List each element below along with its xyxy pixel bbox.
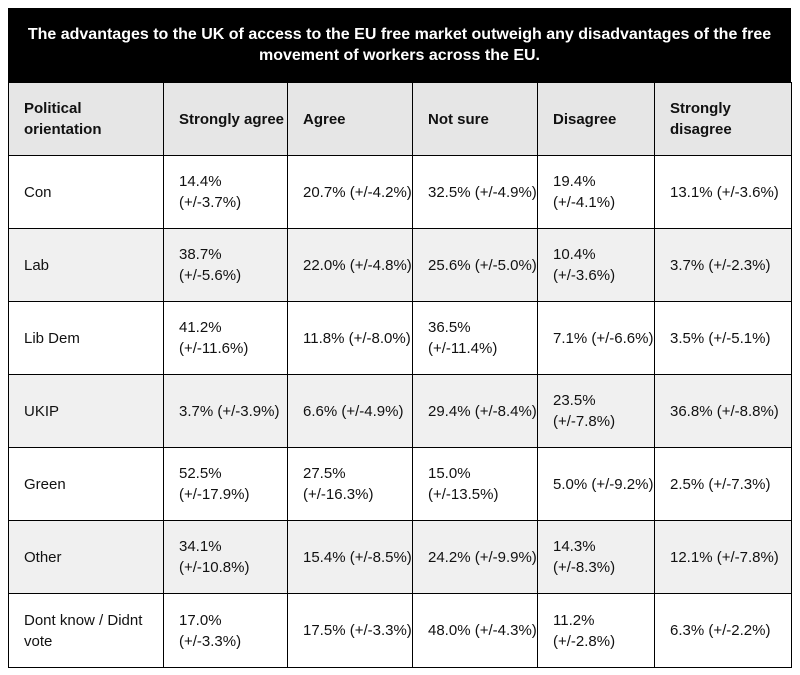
col-header-political-orientation: Political orientation — [8, 82, 164, 156]
table-cell: 36.5% (+/-11.4%) — [412, 301, 538, 375]
table-cell: 23.5% (+/-7.8%) — [537, 374, 655, 448]
table-cell: 7.1% (+/-6.6%) — [537, 301, 655, 375]
table-cell: 14.3% (+/-8.3%) — [537, 520, 655, 594]
table-cell: 5.0% (+/-9.2%) — [537, 447, 655, 521]
table-cell: 17.5% (+/-3.3%) — [287, 593, 413, 668]
table-row: Other 34.1% (+/-10.8%) 15.4% (+/-8.5%) 2… — [8, 520, 792, 594]
col-header-agree: Agree — [287, 82, 413, 156]
table-row: Dont know / Didnt vote 17.0% (+/-3.3%) 1… — [8, 593, 792, 668]
table-cell: 15.4% (+/-8.5%) — [287, 520, 413, 594]
table-cell: 36.8% (+/-8.8%) — [654, 374, 792, 448]
table-cell: 15.0% (+/-13.5%) — [412, 447, 538, 521]
table-cell: 14.4% (+/-3.7%) — [163, 155, 288, 229]
table-cell: 3.7% (+/-3.9%) — [163, 374, 288, 448]
table-cell: 27.5% (+/-16.3%) — [287, 447, 413, 521]
table-cell: 52.5% (+/-17.9%) — [163, 447, 288, 521]
table-cell: 32.5% (+/-4.9%) — [412, 155, 538, 229]
table-row: Lib Dem 41.2% (+/-11.6%) 11.8% (+/-8.0%)… — [8, 301, 792, 375]
col-header-not-sure: Not sure — [412, 82, 538, 156]
table-cell: 38.7% (+/-5.6%) — [163, 228, 288, 302]
table-cell: 20.7% (+/-4.2%) — [287, 155, 413, 229]
table-row: Lab 38.7% (+/-5.6%) 22.0% (+/-4.8%) 25.6… — [8, 228, 792, 302]
table-cell: 41.2% (+/-11.6%) — [163, 301, 288, 375]
row-label: Lib Dem — [8, 301, 164, 375]
table-cell: 11.2% (+/-2.8%) — [537, 593, 655, 668]
col-header-strongly-agree: Strongly agree — [163, 82, 288, 156]
table-cell: 19.4% (+/-4.1%) — [537, 155, 655, 229]
row-label: Other — [8, 520, 164, 594]
table-cell: 48.0% (+/-4.3%) — [412, 593, 538, 668]
survey-table: Political orientation Strongly agree Agr… — [8, 82, 792, 668]
survey-table-container: The advantages to the UK of access to th… — [8, 8, 792, 668]
table-cell: 3.5% (+/-5.1%) — [654, 301, 792, 375]
table-title: The advantages to the UK of access to th… — [8, 8, 791, 82]
table-cell: 6.6% (+/-4.9%) — [287, 374, 413, 448]
row-label: Green — [8, 447, 164, 521]
table-cell: 3.7% (+/-2.3%) — [654, 228, 792, 302]
row-label: Lab — [8, 228, 164, 302]
table-cell: 34.1% (+/-10.8%) — [163, 520, 288, 594]
row-label: UKIP — [8, 374, 164, 448]
table-cell: 11.8% (+/-8.0%) — [287, 301, 413, 375]
table-cell: 10.4% (+/-3.6%) — [537, 228, 655, 302]
table-cell: 12.1% (+/-7.8%) — [654, 520, 792, 594]
table-row: Green 52.5% (+/-17.9%) 27.5% (+/-16.3%) … — [8, 447, 792, 521]
header-row: Political orientation Strongly agree Agr… — [8, 82, 792, 156]
table-cell: 13.1% (+/-3.6%) — [654, 155, 792, 229]
table-cell: 22.0% (+/-4.8%) — [287, 228, 413, 302]
row-label: Con — [8, 155, 164, 229]
table-row: Con 14.4% (+/-3.7%) 20.7% (+/-4.2%) 32.5… — [8, 155, 792, 229]
table-cell: 17.0% (+/-3.3%) — [163, 593, 288, 668]
table-cell: 25.6% (+/-5.0%) — [412, 228, 538, 302]
table-cell: 2.5% (+/-7.3%) — [654, 447, 792, 521]
row-label: Dont know / Didnt vote — [8, 593, 164, 668]
col-header-disagree: Disagree — [537, 82, 655, 156]
table-row: UKIP 3.7% (+/-3.9%) 6.6% (+/-4.9%) 29.4%… — [8, 374, 792, 448]
col-header-strongly-disagree: Strongly disagree — [654, 82, 792, 156]
table-cell: 24.2% (+/-9.9%) — [412, 520, 538, 594]
table-cell: 6.3% (+/-2.2%) — [654, 593, 792, 668]
table-cell: 29.4% (+/-8.4%) — [412, 374, 538, 448]
